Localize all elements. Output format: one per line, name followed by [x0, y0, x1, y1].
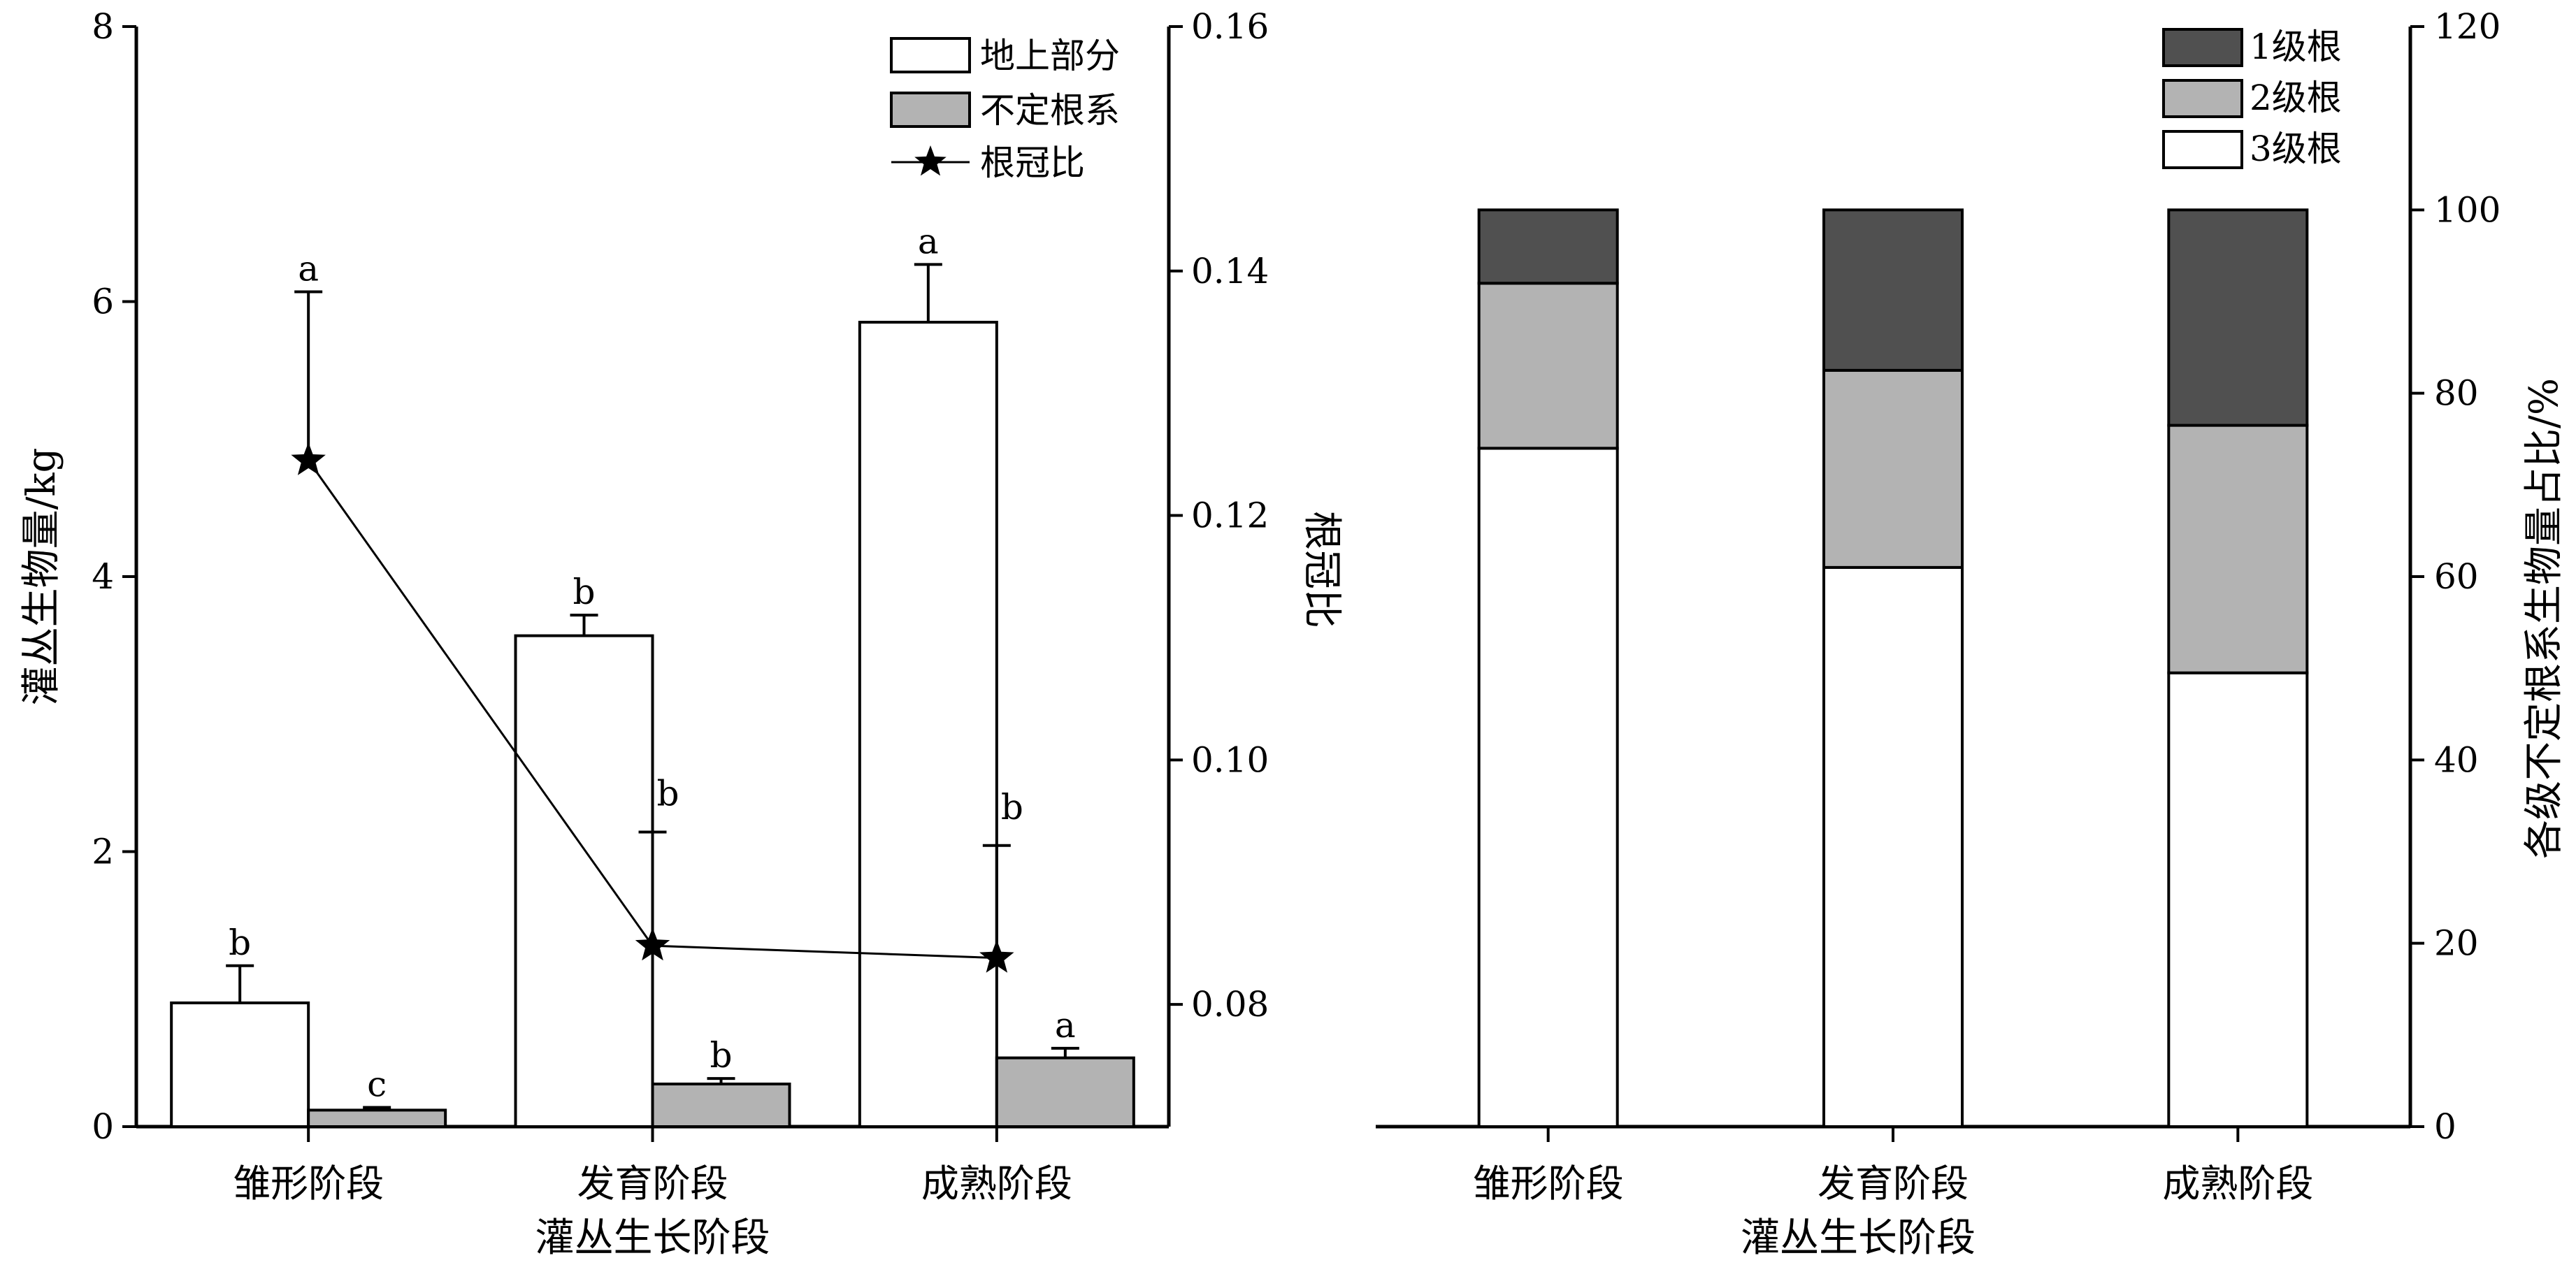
x-tick-label: 发育阶段 [577, 1162, 728, 1206]
bar [514, 634, 654, 1128]
y-tick-label: 80 [2434, 373, 2479, 414]
legend-label-above-ground: 地上部分 [980, 36, 1120, 76]
right-y-axis-title: 根冠比 [1299, 511, 1344, 628]
significance-label: a [1055, 1005, 1076, 1046]
legend-swatch [2162, 28, 2243, 67]
bar [307, 1108, 447, 1129]
bar [858, 321, 998, 1129]
ratio-star-marker [291, 442, 326, 475]
right-y-tick-label: 0.08 [1191, 984, 1269, 1025]
legend-label: 3级根 [2250, 129, 2342, 169]
significance-label: a [918, 221, 939, 261]
stacked-bar-segment [2167, 671, 2309, 1128]
y-tick-label: 0 [2434, 1106, 2456, 1147]
x-tick-label: 发育阶段 [1818, 1162, 1969, 1206]
right-y-tick-label: 0.14 [1191, 251, 1269, 291]
legend-label: 1级根 [2250, 27, 2342, 67]
left-chart: 0 2 4 6 8 0.08 0.10 0.12 0.14 0.16 b c 雏形阶段 b b 发育阶段 a a 成… [19, 6, 1344, 1261]
ratio-significance-label: b [656, 774, 679, 814]
x-axis-title: 灌丛生长阶段 [1741, 1215, 1976, 1261]
stacked-bar-segment [1822, 208, 1964, 372]
x-tick-label: 雏形阶段 [1473, 1162, 1624, 1206]
right-y-tick-label: 0.12 [1191, 496, 1269, 536]
legend-swatch-adventitious-root [890, 92, 971, 128]
y-axis-title: 各级不定根系生物量占比/% [2521, 378, 2567, 859]
ratio-star-marker [979, 939, 1014, 973]
y-tick-label: 120 [2434, 6, 2501, 47]
significance-label: b [229, 923, 251, 963]
legend-label: 2级根 [2250, 78, 2342, 118]
legend-swatch [2162, 130, 2243, 169]
legend-label-adventitious-root: 不定根系 [980, 90, 1120, 131]
ratio-significance-label: b [1001, 787, 1023, 827]
x-tick-label: 成熟阶段 [921, 1162, 1072, 1206]
y-tick-label: 20 [2434, 923, 2479, 964]
left-y-tick-label: 0 [92, 1106, 114, 1147]
ratio-star-marker [635, 927, 670, 961]
y-tick-label: 60 [2434, 556, 2479, 597]
right-y-tick-label: 0.16 [1191, 6, 1269, 47]
x-axis-title: 灌丛生长阶段 [535, 1215, 770, 1261]
stacked-bar-segment [1477, 447, 1619, 1128]
stacked-bar-segment [1822, 565, 1964, 1128]
x-tick-label: 雏形阶段 [233, 1162, 384, 1206]
left-y-tick-label: 2 [92, 832, 114, 872]
significance-label: b [710, 1035, 732, 1076]
right-y-tick-label: 0.10 [1191, 739, 1269, 780]
legend-swatch-above-ground [890, 37, 971, 73]
y-tick-label: 40 [2434, 739, 2479, 780]
left-y-tick-label: 8 [92, 6, 114, 47]
right-chart: 0 20 40 60 80 100 120 雏形阶段 发育阶段 成熟阶段 各级不定根系生物量占比/%… [1376, 6, 2567, 1261]
bar [995, 1056, 1135, 1128]
bar [170, 1001, 310, 1129]
ratio-significance-label: a [298, 249, 319, 289]
bar [651, 1083, 791, 1128]
stacked-bar-segment [2167, 208, 2309, 427]
legend-label-ratio: 根冠比 [980, 143, 1085, 183]
left-y-tick-label: 6 [92, 282, 114, 322]
stacked-bar-segment [1477, 208, 1619, 285]
y-tick-label: 100 [2434, 189, 2501, 230]
x-tick-label: 成熟阶段 [2162, 1162, 2313, 1206]
stacked-bar-segment [2167, 424, 2309, 674]
legend-star-ratio [914, 145, 947, 176]
left-y-axis-title: 灌丛生物量/kg [19, 448, 64, 706]
stacked-bar-segment [1822, 368, 1964, 569]
stacked-bar-segment [1477, 282, 1619, 450]
significance-label: b [573, 572, 595, 612]
left-y-tick-label: 4 [92, 556, 114, 597]
significance-label: c [367, 1064, 387, 1104]
legend-swatch [2162, 79, 2243, 118]
